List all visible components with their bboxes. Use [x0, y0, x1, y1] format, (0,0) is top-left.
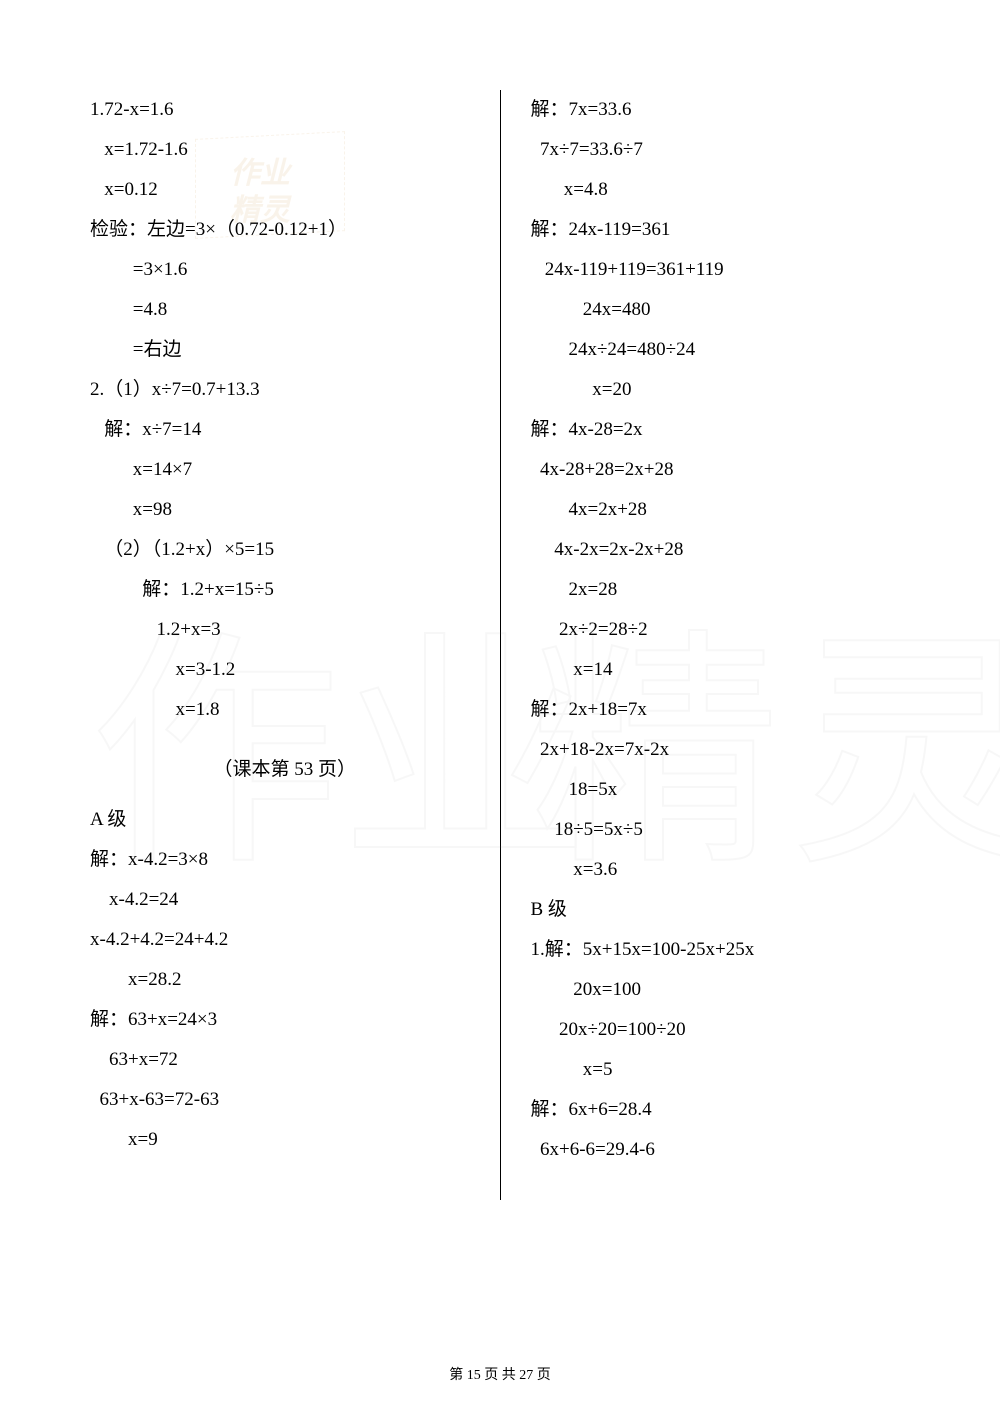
math-line: x=20 — [531, 370, 921, 410]
math-line: x=1.72-1.6 — [90, 130, 480, 170]
math-line: x=1.8 — [90, 690, 480, 730]
math-line: 4x=2x+28 — [531, 490, 921, 530]
math-line: 20x÷20=100÷20 — [531, 1010, 921, 1050]
math-line: 18=5x — [531, 770, 921, 810]
math-line: 解：4x-28=2x — [531, 410, 921, 450]
math-line: x=4.8 — [531, 170, 921, 210]
math-line: 63+x=72 — [90, 1040, 480, 1080]
section-title: （课本第 53 页） — [90, 750, 480, 790]
math-line: x=0.12 — [90, 170, 480, 210]
math-line: 4x-2x=2x-2x+28 — [531, 530, 921, 570]
math-line: 1.2+x=3 — [90, 610, 480, 650]
math-line: 2x÷2=28÷2 — [531, 610, 921, 650]
math-line: =3×1.6 — [90, 250, 480, 290]
math-line: 检验：左边=3×（0.72-0.12+1） — [90, 210, 480, 250]
math-line: 6x+6-6=29.4-6 — [531, 1130, 921, 1170]
math-line: 24x=480 — [531, 290, 921, 330]
math-line: x=98 — [90, 490, 480, 530]
math-line: 4x-28+28=2x+28 — [531, 450, 921, 490]
math-line: 7x÷7=33.6÷7 — [531, 130, 921, 170]
left-column: 1.72-x=1.6 x=1.72-1.6 x=0.12 检验：左边=3×（0.… — [60, 90, 500, 1200]
math-line: x=14 — [531, 650, 921, 690]
math-line: 解：x-4.2=3×8 — [90, 840, 480, 880]
math-line: 63+x-63=72-63 — [90, 1080, 480, 1120]
math-line: x=28.2 — [90, 960, 480, 1000]
math-line: 20x=100 — [531, 970, 921, 1010]
math-line: 解：63+x=24×3 — [90, 1000, 480, 1040]
math-line: 解：6x+6=28.4 — [531, 1090, 921, 1130]
math-line: x-4.2+4.2=24+4.2 — [90, 920, 480, 960]
math-line: 2x=28 — [531, 570, 921, 610]
math-line: 解：x÷7=14 — [90, 410, 480, 450]
right-column: 解：7x=33.6 7x÷7=33.6÷7 x=4.8 解：24x-119=36… — [501, 90, 941, 1200]
math-line: 18÷5=5x÷5 — [531, 810, 921, 850]
math-line: 24x÷24=480÷24 — [531, 330, 921, 370]
math-line: 1.72-x=1.6 — [90, 90, 480, 130]
level-a-label: A 级 — [90, 800, 480, 840]
math-line: x-4.2=24 — [90, 880, 480, 920]
math-line: （2）（1.2+x）×5=15 — [90, 530, 480, 570]
math-line: 24x-119+119=361+119 — [531, 250, 921, 290]
math-line: 解：2x+18=7x — [531, 690, 921, 730]
math-line: x=5 — [531, 1050, 921, 1090]
math-line: =4.8 — [90, 290, 480, 330]
math-line: 解：24x-119=361 — [531, 210, 921, 250]
math-line: 2x+18-2x=7x-2x — [531, 730, 921, 770]
math-line: 2.（1）x÷7=0.7+13.3 — [90, 370, 480, 410]
math-line: x=3.6 — [531, 850, 921, 890]
page: 作业 精灵 作 业 精 灵 1.72-x=1.6 x=1.72-1.6 x=0.… — [0, 0, 1000, 1414]
math-line: =右边 — [90, 330, 480, 370]
math-line: 解：7x=33.6 — [531, 90, 921, 130]
math-line: x=3-1.2 — [90, 650, 480, 690]
page-footer: 第 15 页 共 27 页 — [0, 1364, 1000, 1384]
math-line: 1.解：5x+15x=100-25x+25x — [531, 930, 921, 970]
math-line: 解：1.2+x=15÷5 — [90, 570, 480, 610]
math-line: x=14×7 — [90, 450, 480, 490]
math-line: x=9 — [90, 1120, 480, 1160]
level-b-label: B 级 — [531, 890, 921, 930]
two-column-layout: 1.72-x=1.6 x=1.72-1.6 x=0.12 检验：左边=3×（0.… — [60, 90, 940, 1200]
